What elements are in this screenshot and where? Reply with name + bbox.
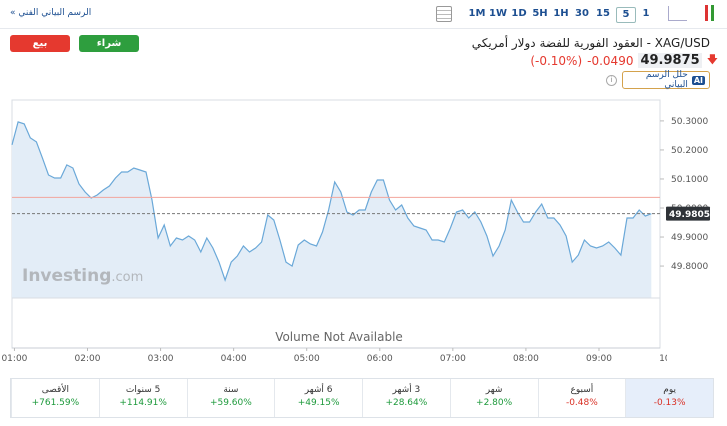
area-icon[interactable] bbox=[668, 6, 687, 21]
chart-link[interactable]: الرسم البياني الفني » bbox=[10, 8, 92, 18]
candle-icon[interactable] bbox=[703, 5, 717, 21]
y-tick-label: 49.9000 bbox=[671, 233, 708, 243]
watermark-part: .com bbox=[111, 270, 143, 285]
performance-cell[interactable]: 6 أشهر +49.15% bbox=[274, 379, 362, 417]
info-icon[interactable]: i bbox=[606, 75, 617, 86]
ai-badge: AI bbox=[691, 75, 705, 85]
period: 6 أشهر bbox=[304, 385, 333, 395]
last-price-badge bbox=[666, 206, 710, 221]
change: -0.0490 bbox=[587, 53, 634, 68]
x-axis-labels: 01:00 02:00 03:00 04:00 05:00 06:00 07:00 08:00… bbox=[1, 348, 685, 364]
sell-button[interactable]: بيع bbox=[10, 35, 70, 52]
down-arrow: 🡇 bbox=[706, 53, 718, 66]
timeframe-button[interactable]: 1M bbox=[468, 8, 486, 19]
period-change: +59.60% bbox=[209, 398, 252, 408]
x-tick-label: 09:00 bbox=[586, 354, 612, 364]
period: شهر bbox=[485, 385, 503, 395]
divider bbox=[0, 28, 727, 29]
period-change: -0.13% bbox=[653, 398, 686, 408]
performance-cell[interactable]: 5 سنوات +114.91% bbox=[98, 379, 187, 417]
period: 5 سنوات bbox=[125, 385, 161, 395]
period: أسبوع bbox=[570, 385, 594, 395]
performance-cell[interactable]: أسبوع -0.48% bbox=[537, 379, 626, 417]
x-tick-label: 02:00 bbox=[75, 354, 101, 364]
period-change: +49.15% bbox=[297, 398, 340, 408]
volume-note: Volume Not Available bbox=[275, 330, 403, 344]
performance-cell[interactable]: سنة +59.60% bbox=[186, 379, 275, 417]
buy-button[interactable]: شراء bbox=[79, 35, 139, 52]
y-tick-label: 50.3000 bbox=[671, 117, 708, 127]
x-tick-label: 01:00 bbox=[1, 354, 27, 364]
timeframe-button[interactable]: 30 bbox=[575, 8, 589, 19]
watermark-part: Investing bbox=[22, 266, 111, 286]
timeframe-button[interactable]: 1W bbox=[489, 8, 507, 19]
instrument-title: XAG/USD - العقود الفورية للفضة دولار أمر… bbox=[471, 36, 710, 50]
ai-button[interactable]: AI حلل الرسم البياني bbox=[622, 70, 710, 90]
period-change: +114.91% bbox=[119, 398, 167, 408]
period: الأقصى bbox=[41, 385, 69, 395]
period-change: +28.64% bbox=[385, 398, 428, 408]
period-change: -0.48% bbox=[565, 398, 598, 408]
timeframe-button[interactable]: 5H bbox=[532, 8, 548, 19]
timeframe-button[interactable]: 5 bbox=[616, 7, 636, 23]
period-change: +2.80% bbox=[476, 398, 513, 408]
price: 49.9875 bbox=[638, 53, 702, 68]
performance-table: يوم -0.13% أسبوع -0.48% شهر +2.80% 3 أشهر +28.6… bbox=[10, 378, 714, 418]
performance-cell[interactable]: 3 أشهر +28.64% bbox=[362, 379, 450, 417]
y-tick-label: 49.8000 bbox=[671, 262, 708, 272]
x-tick-label: 03:00 bbox=[148, 354, 174, 364]
timeframe-button[interactable]: 15 bbox=[596, 8, 610, 19]
y-tick-label: 50.1000 bbox=[671, 175, 708, 185]
x-tick-label: 06:00 bbox=[367, 354, 393, 364]
y-tick-label: 50.2000 bbox=[671, 146, 708, 156]
watermark: Investing.com bbox=[22, 266, 143, 286]
chart: Investing.com50.300050.200050.100050.000… bbox=[1, 99, 710, 364]
price-area bbox=[12, 121, 652, 299]
performance-cell[interactable]: يوم -0.13% bbox=[625, 379, 713, 417]
table-icon[interactable] bbox=[436, 6, 452, 22]
performance-cell[interactable]: الأقصى +761.59% bbox=[11, 379, 99, 417]
timeframe-button[interactable]: 1D bbox=[511, 8, 527, 19]
timeframe-button[interactable]: 1H bbox=[553, 8, 569, 19]
period: 3 أشهر bbox=[392, 385, 421, 395]
change-pct: (-0.10%) bbox=[530, 53, 583, 68]
x-tick-label: 08:00 bbox=[513, 354, 539, 364]
price-line bbox=[11, 121, 652, 282]
x-tick-label: 10:00 bbox=[659, 354, 685, 364]
price-row: 🡇 49.9875 -0.0490 (-0.10%) bbox=[530, 51, 718, 70]
period: سنة bbox=[223, 385, 239, 395]
ai-label: حلل الرسم البياني bbox=[645, 70, 688, 90]
period-change: +761.59% bbox=[31, 398, 80, 408]
x-tick-label: 05:00 bbox=[294, 354, 320, 364]
x-tick-label: 07:00 bbox=[440, 354, 466, 364]
performance-cell[interactable]: شهر +2.80% bbox=[449, 379, 538, 417]
timeframe-button[interactable]: 1 bbox=[642, 8, 650, 19]
period: يوم bbox=[663, 385, 676, 395]
last-price-label: 49.9805 bbox=[669, 210, 710, 220]
x-tick-label: 04:00 bbox=[221, 354, 247, 364]
